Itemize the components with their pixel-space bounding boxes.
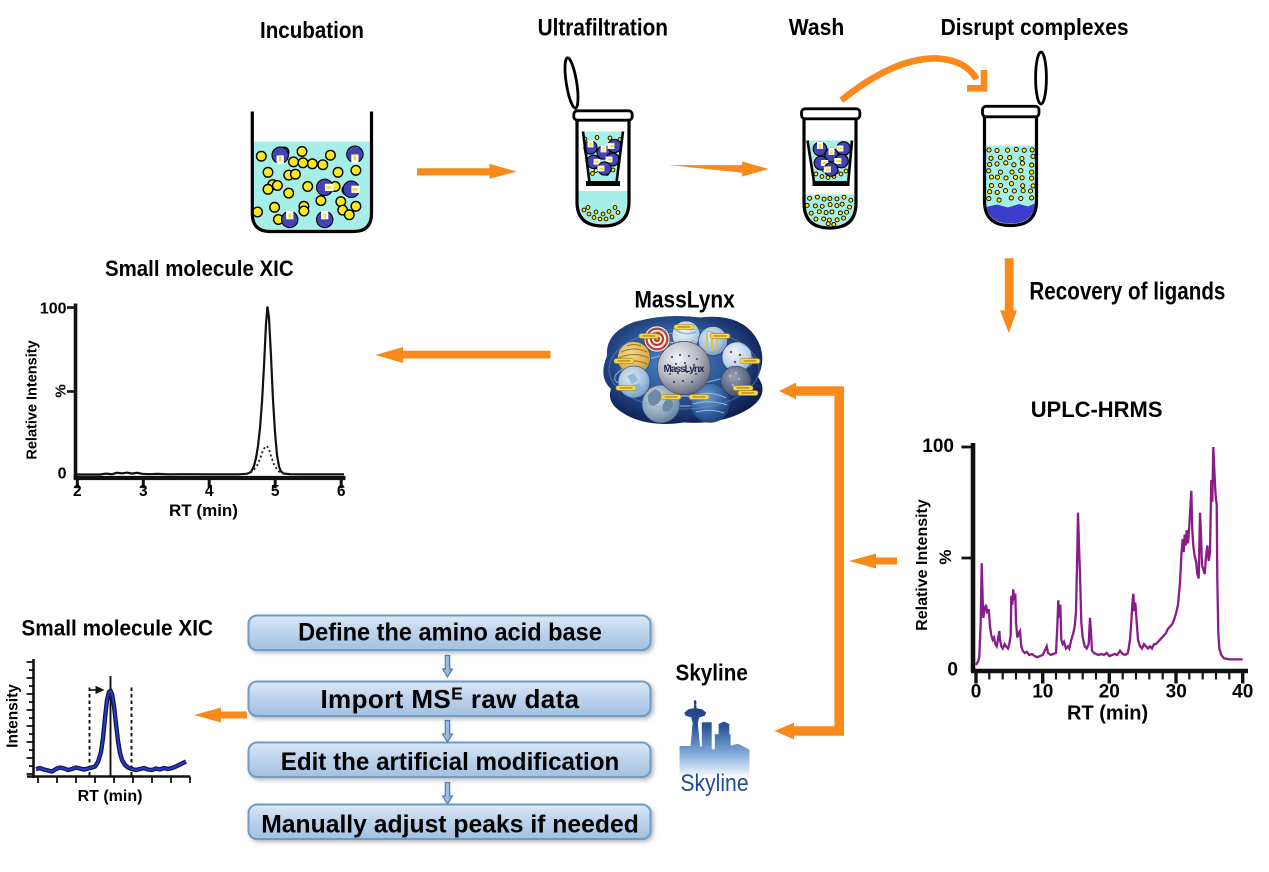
svg-text:100: 100 [40,301,67,318]
svg-text:10: 10 [1032,682,1053,703]
svg-text:Import MSE raw data: Import MSE raw data [320,684,579,715]
svg-text:Skyline: Skyline [676,660,748,686]
svg-text:100: 100 [922,436,954,457]
svg-text:Small molecule XIC: Small molecule XIC [105,256,294,281]
svg-text:%: % [936,549,955,564]
svg-text:%: % [53,384,70,397]
svg-text:Skyline: Skyline [680,770,748,797]
svg-text:Intensity: Intensity [5,684,22,748]
svg-text:2: 2 [73,483,82,500]
svg-text:5: 5 [271,483,280,500]
svg-text:0: 0 [58,466,67,483]
svg-text:20: 20 [1099,682,1120,703]
svg-text:RT (min): RT (min) [78,788,143,805]
svg-text:RT (min): RT (min) [169,501,238,520]
svg-text:MassLynx: MassLynx [634,286,735,313]
svg-text:3: 3 [139,483,148,500]
svg-text:Manually adjust peaks if neede: Manually adjust peaks if needed [261,810,639,838]
svg-text:Relative Intensity: Relative Intensity [25,340,41,459]
svg-text:30: 30 [1166,682,1187,703]
svg-text:Incubation: Incubation [260,17,364,43]
svg-text:Define the amino acid base: Define the amino acid base [298,618,602,646]
svg-text:RT (min): RT (min) [1067,703,1148,725]
svg-text:40: 40 [1232,682,1253,703]
svg-text:UPLC-HRMS: UPLC-HRMS [1031,397,1163,422]
svg-text:Small molecule XIC: Small molecule XIC [21,615,213,640]
svg-text:0: 0 [947,660,958,681]
svg-text:0: 0 [971,682,982,703]
svg-text:Ultrafiltration: Ultrafiltration [538,14,668,41]
svg-text:4: 4 [205,483,214,500]
svg-text:Relative Intensity: Relative Intensity [914,499,931,631]
svg-text:Disrupt complexes: Disrupt complexes [941,14,1129,40]
svg-text:MassLynx: MassLynx [664,364,705,375]
svg-text:6: 6 [337,483,346,500]
svg-text:Edit the artificial modificati: Edit the artificial modification [281,748,620,776]
svg-text:Recovery of ligands: Recovery of ligands [1029,277,1225,305]
svg-text:Wash: Wash [789,14,845,40]
